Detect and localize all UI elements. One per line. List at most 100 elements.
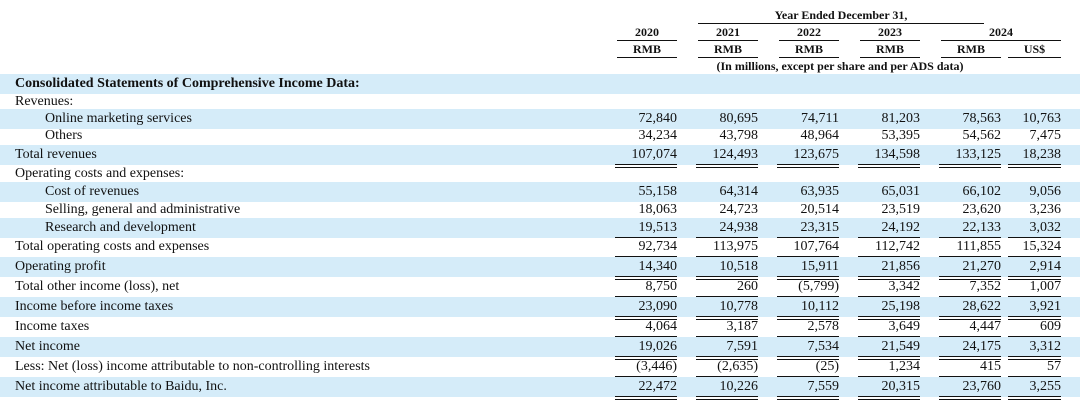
single-underline [615,237,677,238]
value-cell: 21,856 [881,259,921,274]
currency-underline-2024-usd [1008,57,1061,58]
single-underline [696,336,758,337]
row-others: Others 34,234 43,798 48,964 53,395 54,562 7,47… [0,126,1080,146]
value-cell: 66,102 [962,184,1002,199]
value-cell: 415 [980,359,1001,374]
year-2024: 2024 [989,25,1013,39]
value-cell: 15,911 [801,259,839,274]
row-label: Cost of revenues [45,184,140,199]
row-net-income-baidu: Net income attributable to Baidu, Inc. 22… [0,377,1080,397]
double-underline [777,356,839,360]
row-revenues-header: Revenues: [0,92,1080,112]
year-underline-2020 [617,40,677,41]
value-cell: 22,133 [962,220,1002,235]
value-cell: 63,935 [800,184,840,199]
double-underline [777,164,839,168]
value-cell: 21,549 [881,339,921,354]
value-cell: 7,475 [1029,128,1062,143]
value-cell: 81,203 [881,111,921,126]
row-label: Total revenues [15,147,97,162]
year-2023: 2023 [878,25,902,39]
row-label: Operating profit [15,259,106,274]
value-cell: 113,975 [713,239,758,254]
double-underline [939,276,1001,280]
value-cell: 92,734 [638,239,678,254]
value-cell: 18,063 [638,202,678,217]
value-cell: 7,534 [807,339,840,354]
row-total-operating-costs: Total operating costs and expenses 92,734… [0,237,1080,257]
row-label: Research and development [45,220,196,235]
double-underline [939,164,1001,168]
single-underline [777,336,839,337]
double-underline [696,164,758,168]
currency-underline-2024-rmb [941,57,1001,58]
value-cell: 124,493 [712,147,759,162]
double-underline [858,356,920,360]
value-cell: 18,238 [1022,147,1062,162]
double-underline [777,276,839,280]
value-cell: 2,578 [807,319,840,334]
value-cell: 24,175 [962,339,1002,354]
value-cell: 54,562 [962,128,1002,143]
currency-underline-2020 [617,57,677,58]
row-label: Total other income (loss), net [15,279,180,294]
value-cell: 609 [1040,319,1061,334]
single-underline [696,376,758,377]
double-underline [858,316,920,320]
value-cell: 55,158 [638,184,678,199]
row-label: Online marketing services [45,111,192,126]
single-underline [615,256,677,257]
double-underline [1008,276,1061,280]
currency-2024-rmb: RMB [957,42,985,56]
currency-2023: RMB [876,42,904,56]
value-cell: (3,446) [636,359,677,374]
value-cell: 2,914 [1029,259,1062,274]
single-underline [1008,237,1061,238]
single-underline [858,336,920,337]
double-underline [615,276,677,280]
year-underline-2022 [779,40,839,41]
row-total-other-income: Total other income (loss), net 8,750 260 (5… [0,277,1080,297]
double-underline [1008,316,1061,320]
value-cell: 3,921 [1029,299,1062,314]
single-underline [777,376,839,377]
value-cell: 10,763 [1022,111,1062,126]
row-operating-profit: Operating profit 14,340 10,518 15,911 21,856… [0,257,1080,277]
value-cell: 10,778 [719,299,759,314]
single-underline [615,336,677,337]
section-title: Consolidated Statements of Comprehensive… [15,76,360,91]
value-cell: 260 [737,279,758,294]
single-underline [939,376,1001,377]
value-cell: 133,125 [955,147,1002,162]
single-underline [696,296,758,297]
row-research-development: Research and development 19,513 24,938 23,3… [0,218,1080,238]
value-cell: 1,007 [1029,279,1062,294]
row-label: Selling, general and administrative [45,202,241,217]
value-cell: 7,559 [807,379,840,394]
single-underline [777,256,839,257]
single-underline [777,296,839,297]
year-underline-2021 [698,40,758,41]
single-underline [777,237,839,238]
double-underline [615,316,677,320]
currency-underline-2021 [698,57,758,58]
double-underline [858,396,920,400]
currency-2021: RMB [714,42,742,56]
value-cell: 25,198 [881,299,921,314]
single-underline [939,256,1001,257]
value-cell: 24,938 [719,220,759,235]
value-cell: 134,598 [874,147,921,162]
double-underline [939,316,1001,320]
single-underline [615,376,677,377]
period-underline [698,23,984,24]
value-cell: 23,315 [800,220,840,235]
value-cell: 72,840 [638,111,678,126]
double-underline [696,356,758,360]
value-cell: 23,760 [962,379,1002,394]
value-cell: 107,074 [631,147,678,162]
currency-underline-2023 [860,57,920,58]
value-cell: (25) [815,359,839,374]
value-cell: 74,711 [801,111,839,126]
double-underline [777,316,839,320]
value-cell: 78,563 [962,111,1002,126]
